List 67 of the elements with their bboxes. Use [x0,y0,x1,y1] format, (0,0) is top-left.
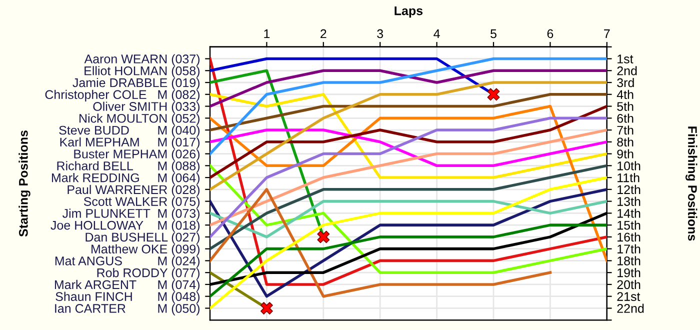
y2-tick-label: 13th [618,196,640,206]
category-label: Aaron WEARN (037) [84,54,200,66]
y2-tick-label: 2nd [617,66,637,76]
category-label: Christopher COLE M (082) [45,90,200,102]
line-series [210,164,607,274]
category-label: Shaun FINCH M (048) [56,292,200,304]
text: Starting Positions [18,130,30,237]
line-series [210,57,607,156]
point [487,88,500,101]
y2-tick-label: 16th [618,232,640,242]
x-axis-title: Laps [394,6,423,18]
y2-tick-label: 18th [618,256,640,266]
line-series [210,92,607,132]
y2-tick-label: 6th [617,114,634,123]
y2-tick-label: 1st [618,54,634,64]
y2-tick-label: 9th [617,149,634,158]
category-label: Scott WALKER (075) [84,196,200,208]
category-label: Karl MEPHAM M (017) [60,137,200,150]
y2-tick-label: 12th [618,184,640,194]
category-label: Paul WARRENER (028) [68,184,200,197]
y2-tick-label: 19th [618,268,640,278]
y2-axis-title: Finishing Positions [686,126,698,241]
category-label: Jamie DRABBLE (019) [72,78,200,90]
category-label: Joe HOLLOWAY M (018) [50,220,200,232]
category-label: Steve BUDD M (040) [59,125,200,138]
line-series [210,128,607,168]
y2-tick-label: 14th [618,208,640,218]
category-label: Jim PLUNKETT M (073) [62,208,200,220]
category-label: Ian CARTER M (050) [55,304,200,316]
point [260,302,273,314]
x-tick-label: 3 [377,29,384,38]
y2-tick-label: 5th [617,102,634,111]
category-label: Mark ARGENT M (074) [54,280,200,292]
line-series [210,116,607,238]
category-label: Matthew OKE (099) [92,244,200,256]
category-label: Nick MOULTON (052) [80,114,200,126]
category-label: Elliot HOLMAN (058) [84,66,200,78]
category-label: Richard BELL M (088) [57,161,200,173]
point [317,230,330,244]
y2-tick-label: 4th [616,90,634,100]
y2-tick-label: 7th [617,125,634,135]
category-label: Mat ANGUS M (024) [55,256,200,268]
line-series [210,176,607,310]
y2-tick-label: 8th [617,137,634,147]
x-tick-label: 1 [264,29,270,38]
y2-tick-label: 3rd [617,78,634,88]
category-label: Mark REDDING M (064) [52,173,200,185]
line-series [210,164,607,250]
category-label: Oliver SMITH (033) [93,102,200,114]
line-series [210,128,607,226]
x-tick-label: 7 [604,29,610,38]
y2-tick-label: 10th [618,161,640,170]
x-tick-label: 4 [434,29,440,38]
x-tick-label: 2 [320,29,326,38]
y2-tick-label: 15th [618,220,640,230]
category-label: Rob RODDY (077) [97,268,200,280]
line-series [210,224,607,298]
y2-tick-label: 20th [617,280,640,290]
category-label: Dan BUSHELL (027) [86,232,200,244]
category-label: Buster MEPHAM (026) [74,149,200,161]
x-tick-label: 5 [490,29,496,38]
y2-tick-label: 21st [617,292,640,301]
y2-tick-label: 17th [618,244,640,254]
y2-tick-label: 11th [618,173,640,182]
line-series [210,81,607,191]
y2-tick-label: 22nd [617,304,644,313]
x-tick-label: 6 [547,29,554,38]
